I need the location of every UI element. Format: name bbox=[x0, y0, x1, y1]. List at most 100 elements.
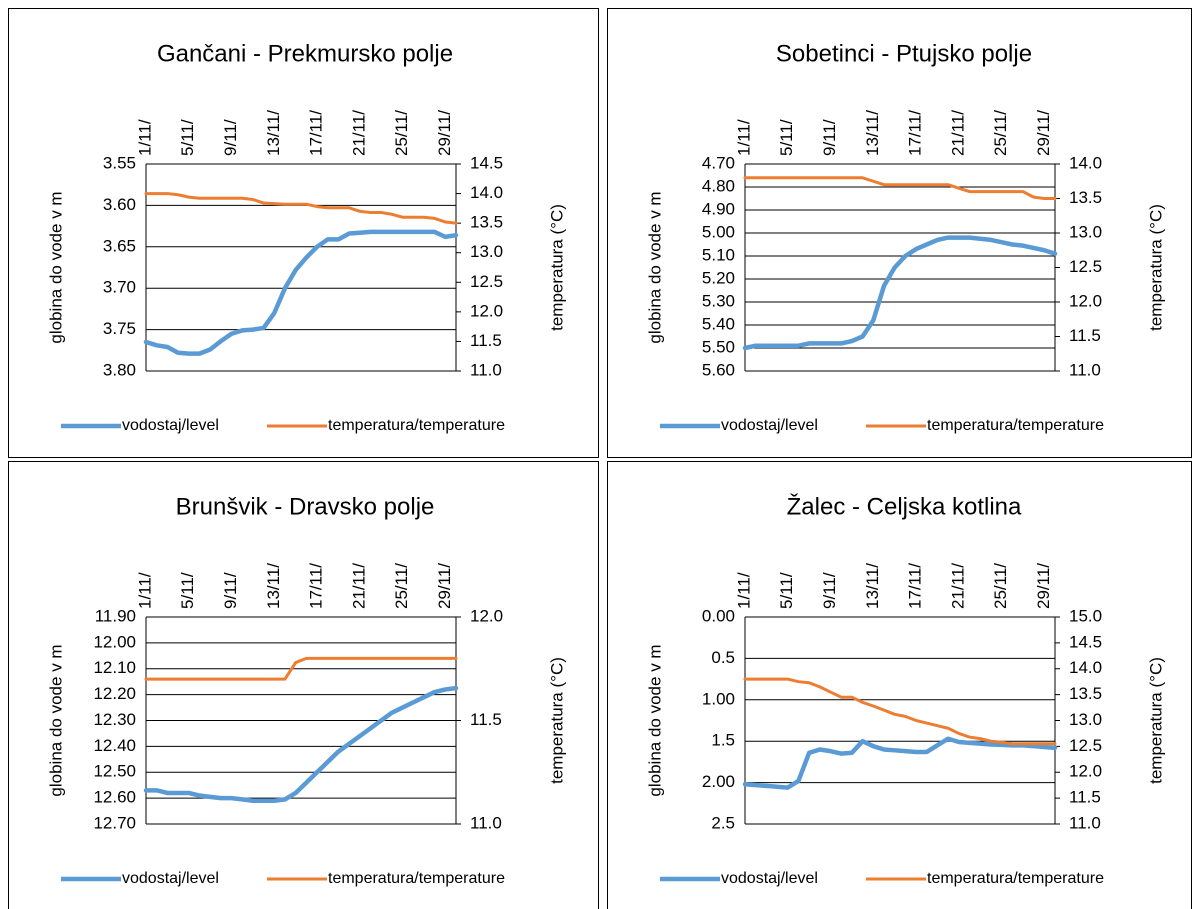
y-tick-label: 12.10 bbox=[93, 658, 136, 677]
x-tick-label: 1/11/ bbox=[734, 572, 753, 609]
y-tick-label: 5.50 bbox=[702, 337, 735, 356]
chart-title: Brunšvik - Dravsko polje bbox=[176, 493, 435, 520]
y2-tick-label: 14.0 bbox=[1069, 153, 1102, 172]
y2-tick-label: 13.5 bbox=[470, 213, 503, 232]
x-tick-label: 29/11/ bbox=[1034, 563, 1053, 609]
y2-tick-label: 12.0 bbox=[470, 301, 503, 320]
y-tick-label: 3.65 bbox=[103, 236, 136, 255]
x-tick-label: 21/11/ bbox=[349, 110, 368, 156]
y-tick-label: 4.70 bbox=[702, 153, 735, 172]
y-tick-label: 3.55 bbox=[103, 153, 136, 172]
y2-axis-title: temperatura (°C) bbox=[1146, 204, 1165, 331]
data-line bbox=[144, 192, 458, 225]
chart-panel: Gančani - Prekmursko polje globina do vod… bbox=[8, 8, 599, 458]
chart: Gančani - Prekmursko polje globina do vod… bbox=[46, 40, 566, 434]
x-tick-label: 9/11/ bbox=[221, 572, 240, 609]
x-tick-label: 21/11/ bbox=[948, 563, 967, 609]
y-axis-title: globina do vode v m bbox=[46, 644, 65, 796]
y-tick-label: 12.40 bbox=[93, 736, 136, 755]
chart-title: Gančani - Prekmursko polje bbox=[157, 40, 453, 67]
y-tick-label: 12.50 bbox=[93, 762, 136, 781]
y-axis-title: globina do vode v m bbox=[46, 191, 65, 343]
x-tick-label: 29/11/ bbox=[435, 563, 454, 609]
x-tick-label: 5/11/ bbox=[178, 572, 197, 609]
y2-tick-label: 13.5 bbox=[1069, 188, 1102, 207]
y-tick-label: 5.60 bbox=[702, 360, 735, 379]
legend-label: vodostaj/level bbox=[122, 870, 219, 887]
y-tick-label: 2.00 bbox=[702, 772, 735, 791]
y-tick-label: 11.90 bbox=[95, 606, 136, 625]
x-tick-label: 5/11/ bbox=[178, 119, 197, 156]
y2-tick-label: 12.0 bbox=[1069, 291, 1102, 310]
y-tick-label: 0.00 bbox=[702, 606, 735, 625]
chart-title: Žalec - Celjska kotlina bbox=[787, 493, 1022, 520]
y-tick-label: 3.80 bbox=[103, 360, 136, 379]
y2-tick-label: 15.0 bbox=[1069, 606, 1102, 625]
x-tick-label: 25/11/ bbox=[392, 563, 411, 609]
x-tick-label: 17/11/ bbox=[307, 110, 326, 156]
y-tick-label: 3.60 bbox=[103, 195, 136, 214]
y2-tick-label: 12.0 bbox=[1069, 762, 1102, 781]
legend-label: vodostaj/level bbox=[721, 417, 818, 434]
y2-tick-label: 14.5 bbox=[1069, 632, 1102, 651]
y2-axis-title: temperatura (°C) bbox=[547, 204, 566, 331]
y2-tick-label: 14.0 bbox=[470, 183, 503, 202]
legend-label: vodostaj/level bbox=[721, 870, 818, 887]
chart-panel: Brunšvik - Dravsko polje globina do vode … bbox=[8, 461, 599, 909]
y2-tick-label: 13.0 bbox=[1069, 222, 1102, 241]
x-tick-label: 21/11/ bbox=[349, 563, 368, 609]
data-line bbox=[144, 656, 458, 681]
y2-tick-label: 11.0 bbox=[470, 813, 502, 832]
y2-tick-label: 12.5 bbox=[1069, 736, 1102, 755]
y-tick-label: 4.90 bbox=[702, 199, 735, 218]
y-tick-label: 5.30 bbox=[702, 291, 735, 310]
y2-tick-label: 11.0 bbox=[1069, 360, 1101, 379]
x-tick-label: 13/11/ bbox=[863, 110, 882, 156]
x-tick-label: 13/11/ bbox=[264, 563, 283, 609]
x-tick-label: 1/11/ bbox=[734, 119, 753, 156]
y2-tick-label: 11.5 bbox=[1069, 788, 1101, 807]
y-tick-label: 12.30 bbox=[93, 710, 136, 729]
x-tick-label: 25/11/ bbox=[392, 110, 411, 156]
legend-label: temperatura/temperature bbox=[328, 870, 505, 887]
y-axis-title: globina do vode v m bbox=[645, 644, 664, 796]
y2-tick-label: 12.5 bbox=[470, 272, 503, 291]
legend-label: temperatura/temperature bbox=[328, 417, 505, 434]
legend-label: temperatura/temperature bbox=[927, 870, 1104, 887]
y2-axis-title: temperatura (°C) bbox=[547, 657, 566, 784]
chart: Žalec - Celjska kotlina globina do vode v… bbox=[645, 493, 1165, 887]
x-tick-label: 1/11/ bbox=[135, 572, 154, 609]
y-tick-label: 4.80 bbox=[702, 176, 735, 195]
x-tick-label: 13/11/ bbox=[264, 110, 283, 156]
y2-tick-label: 11.0 bbox=[1069, 813, 1101, 832]
y-tick-label: 2.5 bbox=[711, 813, 735, 832]
x-tick-label: 9/11/ bbox=[820, 119, 839, 156]
legend-label: vodostaj/level bbox=[122, 417, 219, 434]
y-tick-label: 5.40 bbox=[702, 314, 735, 333]
data-line bbox=[742, 235, 1058, 351]
data-line bbox=[742, 736, 1058, 790]
y2-tick-label: 11.5 bbox=[1069, 326, 1101, 345]
y2-axis-title: temperatura (°C) bbox=[1146, 657, 1165, 784]
y-tick-label: 0.5 bbox=[711, 648, 735, 667]
x-tick-label: 5/11/ bbox=[777, 572, 796, 609]
y2-tick-label: 12.0 bbox=[470, 606, 503, 625]
chart-title: Sobetinci - Ptujsko polje bbox=[776, 40, 1032, 67]
y-tick-label: 1.5 bbox=[711, 731, 735, 750]
y-tick-label: 5.20 bbox=[702, 268, 735, 287]
y-tick-label: 12.60 bbox=[93, 788, 136, 807]
y2-tick-label: 11.5 bbox=[470, 710, 502, 729]
y2-tick-label: 11.5 bbox=[470, 331, 502, 350]
y-tick-label: 3.70 bbox=[103, 278, 136, 297]
x-tick-label: 9/11/ bbox=[221, 119, 240, 156]
y-tick-label: 5.00 bbox=[702, 222, 735, 241]
y-tick-label: 3.75 bbox=[103, 319, 136, 338]
x-tick-label: 1/11/ bbox=[135, 119, 154, 156]
y2-tick-label: 14.0 bbox=[1069, 658, 1102, 677]
x-tick-label: 25/11/ bbox=[991, 563, 1010, 609]
x-tick-label: 25/11/ bbox=[991, 110, 1010, 156]
y-tick-label: 12.20 bbox=[93, 684, 136, 703]
x-tick-label: 17/11/ bbox=[906, 563, 925, 609]
y-tick-label: 12.70 bbox=[93, 813, 136, 832]
data-line bbox=[143, 229, 459, 356]
